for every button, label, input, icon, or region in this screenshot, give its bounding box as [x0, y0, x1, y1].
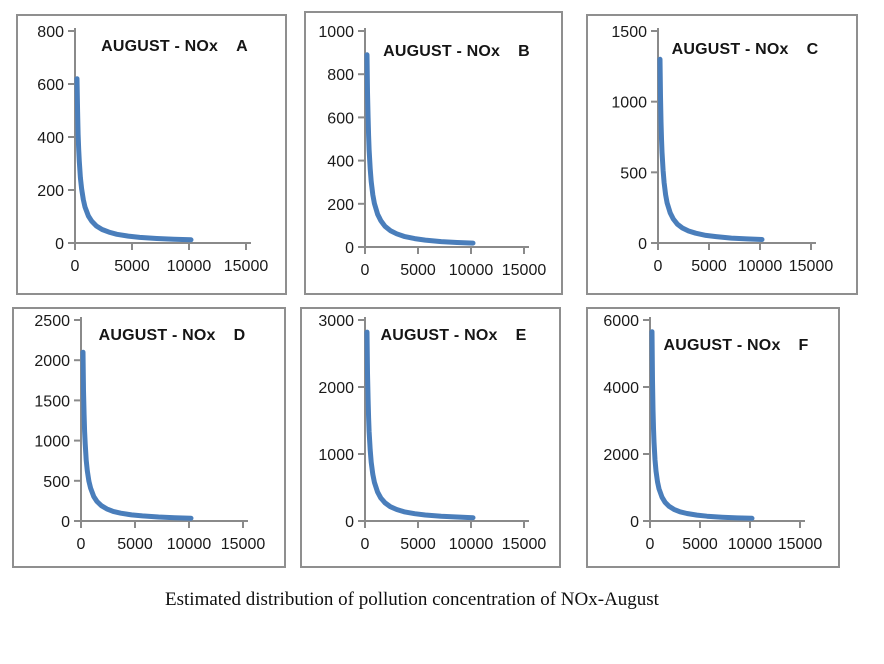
distribution-curve: [80, 349, 194, 521]
chart-title: AUGUST - NOx E: [352, 327, 555, 345]
y-tick-label: 0: [345, 514, 354, 531]
y-tick-label: 1000: [318, 447, 354, 464]
chart-title-text: AUGUST - NOx: [383, 43, 501, 60]
panel-letter: A: [236, 38, 248, 55]
x-tick-label: 10000: [167, 536, 212, 553]
distribution-curve: [649, 329, 755, 521]
x-tick-label: 0: [77, 536, 86, 553]
y-tick-label: 6000: [603, 313, 639, 330]
x-tick-label: 5000: [691, 258, 727, 275]
y-tick-label: 2000: [34, 353, 70, 370]
y-tick-label: 800: [327, 67, 354, 84]
x-tick-label: 0: [654, 258, 663, 275]
x-tick-label: 15000: [502, 262, 547, 279]
panel-letter: F: [798, 337, 809, 354]
chart-panel-f: AUGUST - NOx F 0 2000 4000 6000 0 5000 10000 1500…: [586, 307, 840, 568]
chart-title: AUGUST - NOx B: [356, 43, 557, 61]
chart-title: AUGUST - NOx C: [638, 41, 852, 59]
y-tick-label: 0: [61, 514, 70, 531]
y-tick-label: 1500: [611, 24, 647, 41]
chart-title-text: AUGUST - NOx: [663, 337, 781, 354]
x-tick-label: 10000: [728, 536, 773, 553]
chart-title: AUGUST - NOx A: [68, 38, 281, 56]
x-tick-label: 5000: [117, 536, 153, 553]
y-tick-label: 2500: [34, 313, 70, 330]
x-tick-label: 5000: [114, 258, 150, 275]
chart-panel-b: AUGUST - NOx B 0 200 400 600 800 1000 0 5000 10000…: [304, 11, 563, 295]
x-tick-label: 15000: [789, 258, 834, 275]
chart-title: AUGUST - NOx F: [638, 337, 834, 355]
y-tick-label: 200: [37, 183, 64, 200]
panel-letter: C: [806, 41, 819, 58]
chart-title-text: AUGUST - NOx: [101, 38, 219, 55]
y-tick-label: 0: [345, 240, 354, 257]
x-tick-label: 15000: [221, 536, 266, 553]
x-tick-label: 0: [71, 258, 80, 275]
chart-plot: 0 200 400 600 800 0 5000 10000 15000: [37, 24, 269, 275]
x-tick-label: 5000: [400, 262, 436, 279]
x-tick-label: 0: [361, 536, 370, 553]
y-tick-label: 0: [630, 514, 639, 531]
y-tick-label: 400: [327, 154, 354, 171]
distribution-curve: [74, 76, 194, 243]
y-tick-label: 800: [37, 24, 64, 41]
y-tick-label: 1000: [611, 95, 647, 112]
distribution-curve: [364, 329, 476, 521]
y-tick-label: 1500: [34, 393, 70, 410]
y-tick-label: 500: [620, 165, 647, 182]
distribution-curve: [364, 52, 476, 246]
panel-letter: B: [518, 43, 530, 60]
y-tick-label: 600: [37, 77, 64, 94]
chart-title-text: AUGUST - NOx: [98, 327, 216, 344]
chart-plot: 0 2000 4000 6000 0 5000 10000 15000: [603, 313, 823, 553]
chart-plot: 0 1000 2000 3000 0 5000 10000 15000: [318, 313, 547, 553]
y-tick-label: 400: [37, 130, 64, 147]
distribution-curve: [657, 56, 765, 242]
y-tick-label: 1000: [318, 24, 354, 41]
y-tick-label: 500: [43, 474, 70, 491]
chart-title-text: AUGUST - NOx: [380, 327, 498, 344]
y-tick-label: 2000: [318, 380, 354, 397]
panel-letter: E: [515, 327, 527, 344]
x-tick-label: 15000: [778, 536, 823, 553]
panel-letter: D: [233, 327, 246, 344]
x-tick-label: 0: [361, 262, 370, 279]
chart-title-text: AUGUST - NOx: [671, 41, 789, 58]
x-tick-label: 10000: [449, 536, 494, 553]
x-tick-label: 10000: [167, 258, 212, 275]
y-tick-label: 0: [55, 236, 64, 253]
x-tick-label: 10000: [449, 262, 494, 279]
x-tick-label: 5000: [400, 536, 436, 553]
y-tick-label: 2000: [603, 447, 639, 464]
x-tick-label: 5000: [682, 536, 718, 553]
chart-title: AUGUST - NOx D: [64, 327, 280, 345]
figure-caption: Estimated distribution of pollution conc…: [165, 589, 659, 610]
chart-panel-a: AUGUST - NOx A 0 200 400 600 800 0 5000 10000 1500…: [16, 14, 287, 295]
chart-panel-d: AUGUST - NOx D 0 500 1000 1500 2000 2500 0 5000 10…: [12, 307, 286, 568]
y-tick-label: 200: [327, 197, 354, 214]
y-tick-label: 4000: [603, 380, 639, 397]
chart-plot: 0 500 1000 1500 2000 2500 0 5000 10000 15000: [34, 313, 266, 553]
y-tick-label: 3000: [318, 313, 354, 330]
chart-panel-e: AUGUST - NOx E 0 1000 2000 3000 0 5000 10000 1500…: [300, 307, 561, 568]
y-tick-label: 600: [327, 110, 354, 127]
x-tick-label: 10000: [738, 258, 783, 275]
y-tick-label: 1000: [34, 434, 70, 451]
x-tick-label: 15000: [224, 258, 269, 275]
x-tick-label: 15000: [502, 536, 547, 553]
x-tick-label: 0: [646, 536, 655, 553]
chart-panel-c: AUGUST - NOx C 0 500 1000 1500 0 5000 10000 15000: [586, 14, 858, 295]
y-tick-label: 0: [638, 236, 647, 253]
